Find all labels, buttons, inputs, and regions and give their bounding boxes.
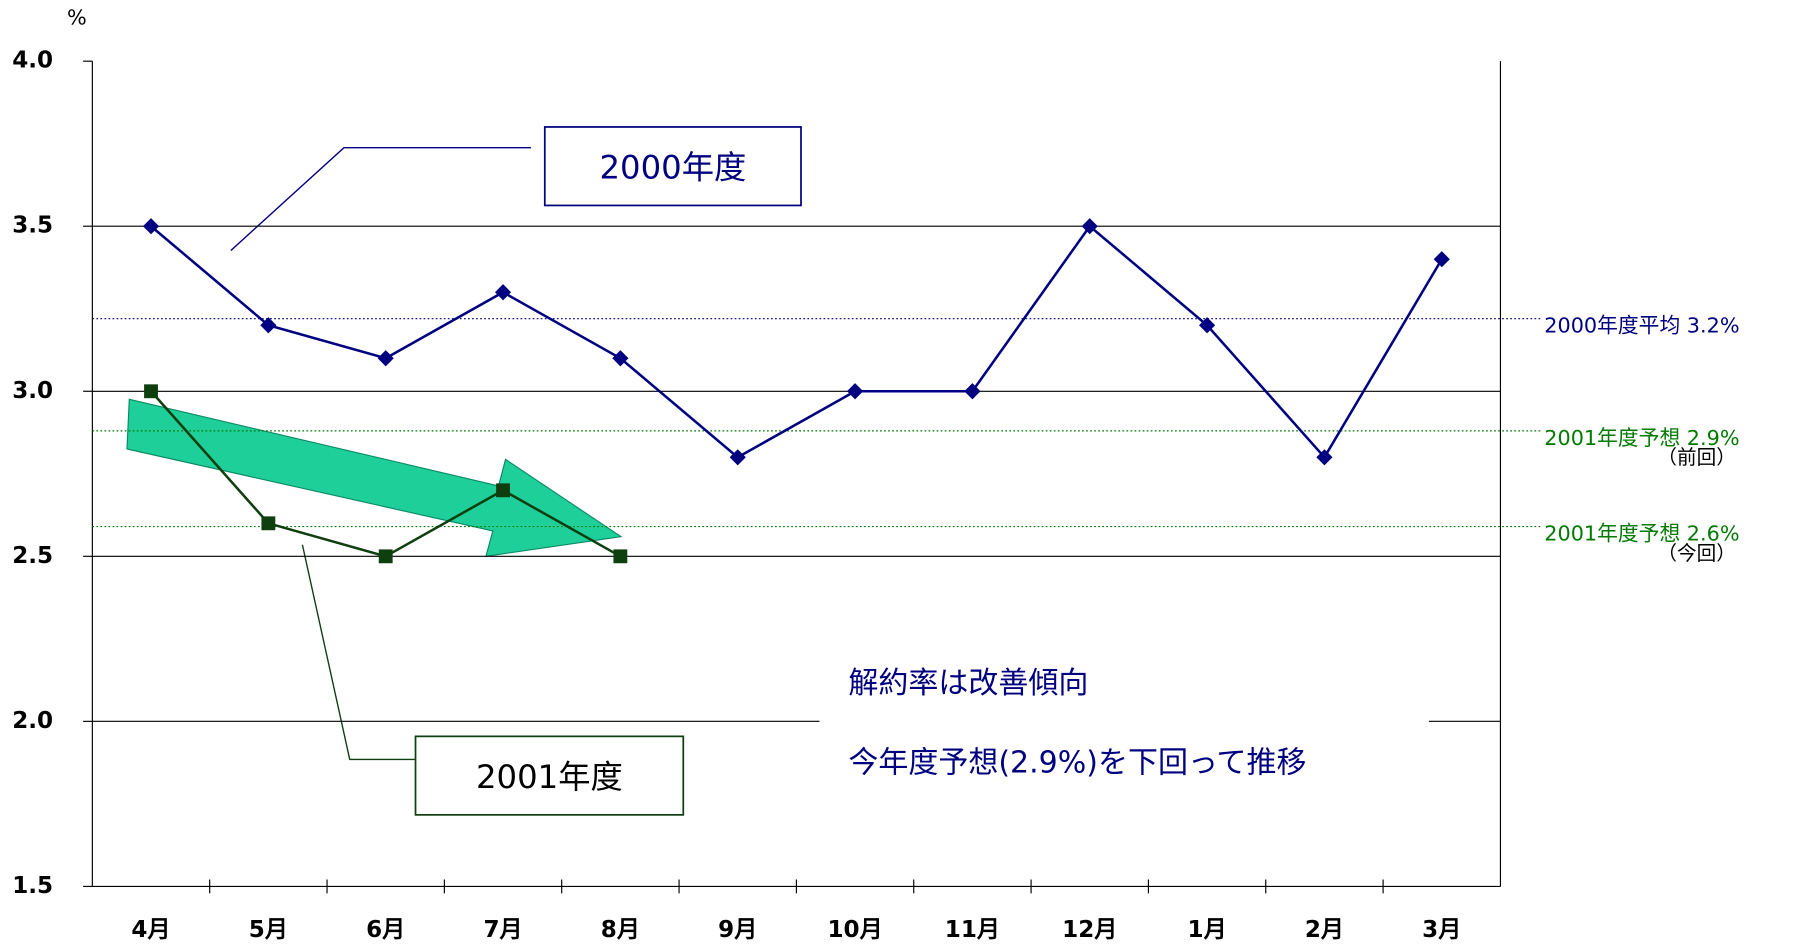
x-tick-label: 12月 bbox=[1062, 917, 1117, 943]
marker bbox=[613, 549, 628, 564]
series-label: 2000年度 bbox=[599, 149, 746, 187]
reference-label: 2001年度予想 2.6% bbox=[1544, 522, 1739, 546]
y-tick-label: 3.0 bbox=[12, 378, 53, 404]
x-tick-label: 5月 bbox=[249, 917, 288, 943]
y-tick-label: 4.0 bbox=[12, 48, 53, 74]
marker bbox=[1433, 251, 1450, 268]
x-tick-label: 7月 bbox=[483, 917, 522, 943]
annotation: 解約率は改善傾向 bbox=[848, 666, 1088, 701]
callout-line bbox=[230, 147, 531, 251]
series-label-box bbox=[414, 735, 685, 816]
x-tick-label: 10月 bbox=[827, 917, 882, 943]
marker bbox=[846, 383, 864, 400]
trend-arrow bbox=[126, 398, 623, 558]
marker bbox=[261, 516, 276, 531]
reference-sublabel: （今回） bbox=[1657, 542, 1735, 565]
x-tick-label: 8月 bbox=[601, 917, 640, 943]
reference-sublabel: （前回） bbox=[1657, 446, 1735, 469]
marker bbox=[729, 449, 746, 466]
marker bbox=[377, 350, 394, 367]
marker bbox=[378, 549, 393, 564]
x-tick-label: 11月 bbox=[945, 917, 1000, 943]
x-tick-label: 3月 bbox=[1422, 917, 1461, 943]
marker bbox=[964, 383, 981, 400]
y-tick-label: 3.5 bbox=[12, 213, 53, 239]
reference-label: 2000年度平均 3.2% bbox=[1544, 314, 1739, 338]
series-label-box bbox=[543, 126, 802, 207]
y-tick-label: 2.5 bbox=[12, 543, 53, 569]
y-tick-label: 2.0 bbox=[12, 708, 53, 734]
x-tick-label: 6月 bbox=[366, 917, 405, 943]
marker bbox=[1316, 449, 1333, 466]
series-label: 2001年度 bbox=[476, 758, 623, 796]
y-tick-label: 1.5 bbox=[12, 873, 53, 899]
annotation: 今年度予想(2.9%)を下回って推移 bbox=[848, 746, 1306, 781]
marker bbox=[612, 350, 629, 367]
marker bbox=[260, 317, 277, 334]
marker bbox=[496, 483, 510, 498]
x-tick-label: 9月 bbox=[718, 917, 757, 943]
callout-line bbox=[301, 544, 416, 761]
series-line bbox=[150, 224, 1443, 460]
marker bbox=[142, 218, 160, 235]
y-unit: % bbox=[67, 5, 87, 29]
reference-label: 2001年度予想 2.9% bbox=[1544, 426, 1739, 450]
message-box bbox=[819, 655, 1429, 806]
marker bbox=[494, 284, 512, 301]
x-tick-label: 1月 bbox=[1188, 917, 1227, 943]
x-tick-label: 2月 bbox=[1305, 917, 1344, 943]
x-tick-label: 4月 bbox=[131, 917, 170, 943]
marker bbox=[144, 384, 158, 399]
